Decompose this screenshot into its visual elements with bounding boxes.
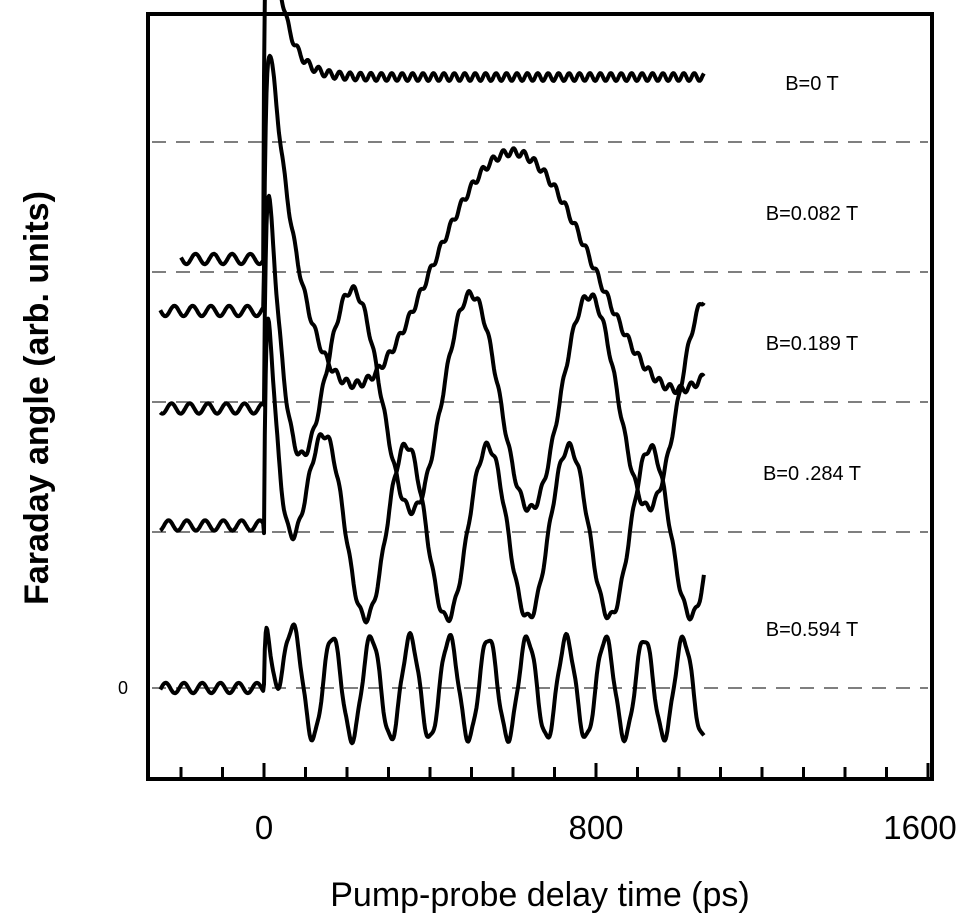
y-zero-label: 0 — [118, 678, 128, 698]
series-line — [158, 622, 706, 746]
series-line — [159, 316, 706, 625]
curves — [158, 0, 706, 746]
x-axis-label: Pump-probe delay time (ps) — [330, 876, 750, 914]
series-line — [179, 0, 706, 267]
y-axis-label: Faraday angle (arb. units) — [18, 191, 56, 605]
plot-frame — [146, 12, 934, 781]
x-tick-label-800: 800 — [568, 809, 623, 846]
series-label: B=0.594 T — [766, 619, 858, 641]
series-label: B=0.189 T — [766, 333, 858, 355]
x-tick-label-1600: 1600 — [883, 809, 956, 846]
series-line — [158, 193, 706, 517]
series-label: B=0 .284 T — [763, 463, 861, 485]
x-ticks — [179, 763, 930, 779]
x-tick-label-0: 0 — [255, 809, 273, 846]
series-line — [158, 53, 706, 396]
series-label: B=0 T — [785, 73, 839, 95]
series-labels: B=0 T B=0.082 T B=0.189 T B=0 .284 T B=0.594… — [763, 73, 861, 641]
series-label: B=0.082 T — [766, 203, 858, 225]
